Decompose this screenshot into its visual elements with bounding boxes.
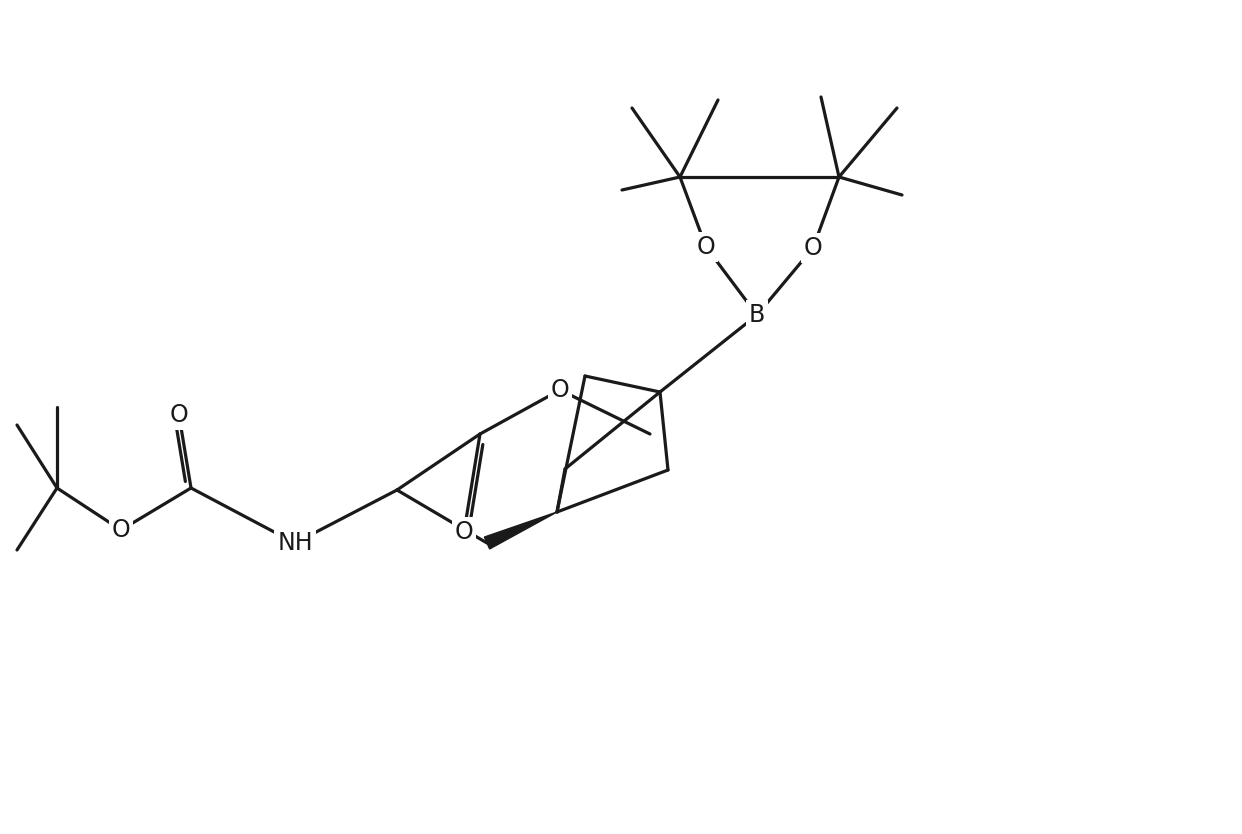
Text: NH: NH [277,531,313,555]
Text: O: O [112,518,130,542]
Polygon shape [484,512,556,549]
Text: O: O [455,520,473,544]
Text: O: O [697,235,715,259]
Text: B: B [749,303,765,327]
Text: O: O [550,378,569,402]
Text: O: O [804,236,822,260]
Text: O: O [170,403,189,427]
